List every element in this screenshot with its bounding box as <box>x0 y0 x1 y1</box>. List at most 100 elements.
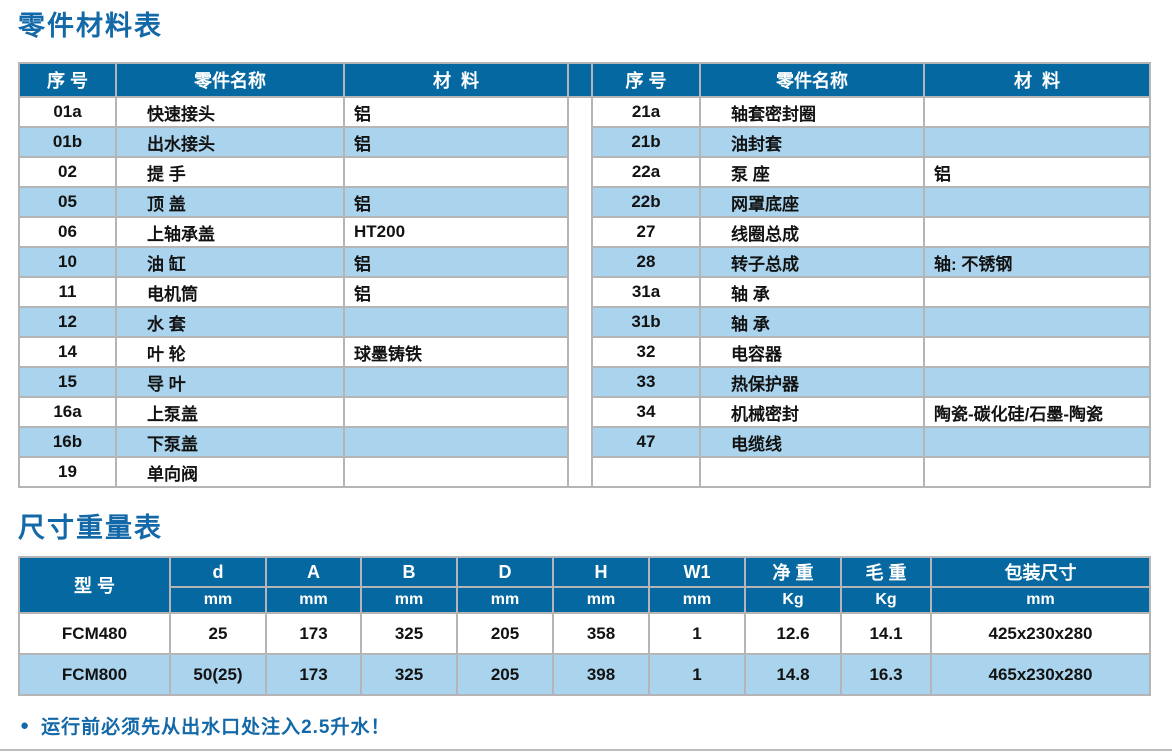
part-no: 31b <box>593 308 699 336</box>
column-header-a: A <box>267 558 360 586</box>
parts-table-title: 零件材料表 <box>18 11 163 41</box>
part-no: 33 <box>593 368 699 396</box>
part-no: 47 <box>593 428 699 456</box>
part-no: 21a <box>593 98 699 126</box>
dim-value: 50(25) <box>171 655 265 694</box>
part-material <box>925 278 1149 306</box>
part-material <box>925 188 1149 216</box>
part-no: 28 <box>593 248 699 276</box>
part-no: 27 <box>593 218 699 246</box>
part-material: 轴: 不锈钢 <box>925 248 1149 276</box>
part-material: 铝 <box>345 248 567 276</box>
part-material: 铝 <box>345 188 567 216</box>
part-material: 铝 <box>925 158 1149 186</box>
part-name <box>701 458 923 486</box>
part-no: 32 <box>593 338 699 366</box>
part-name: 线圈总成 <box>701 218 923 246</box>
part-material: HT200 <box>345 218 567 246</box>
part-material: 铝 <box>345 128 567 156</box>
part-name: 上泵盖 <box>117 398 343 426</box>
column-header-no-right: 序 号 <box>593 64 699 96</box>
part-material: 铝 <box>345 278 567 306</box>
bullet-icon: ● <box>20 717 31 734</box>
dim-value: 465x230x280 <box>932 655 1149 694</box>
dim-value: 425x230x280 <box>932 614 1149 653</box>
part-material <box>925 128 1149 156</box>
dimension-weight-table: 型 号 d A B D H W1 净 重 毛 重 包装尺寸 mm mm mm m… <box>18 556 1151 696</box>
column-header-package-size: 包装尺寸 <box>932 558 1149 586</box>
part-name: 油 缸 <box>117 248 343 276</box>
part-no: 22a <box>593 158 699 186</box>
part-name: 出水接头 <box>117 128 343 156</box>
part-name: 电机筒 <box>117 278 343 306</box>
part-no: 11 <box>20 278 115 306</box>
part-material <box>345 428 567 456</box>
part-name: 电缆线 <box>701 428 923 456</box>
unit-label: mm <box>458 588 552 612</box>
column-header-h: H <box>554 558 648 586</box>
parts-material-table: 序 号 零件名称 材 料 序 号 零件名称 材 料 01a 快速接头 铝 21a… <box>18 62 1151 488</box>
column-header-material-left: 材 料 <box>345 64 567 96</box>
part-material <box>345 458 567 486</box>
dim-value: 173 <box>267 614 360 653</box>
part-no: 06 <box>20 218 115 246</box>
part-no: 21b <box>593 128 699 156</box>
part-material <box>925 218 1149 246</box>
part-name: 快速接头 <box>117 98 343 126</box>
dim-value: 14.1 <box>842 614 930 653</box>
part-material <box>925 458 1149 486</box>
part-material <box>925 308 1149 336</box>
unit-label: mm <box>932 588 1149 612</box>
unit-label: Kg <box>746 588 840 612</box>
header-gap-spacer <box>569 64 591 96</box>
page-bottom-rule <box>0 749 1172 751</box>
column-header-model: 型 号 <box>20 558 169 612</box>
dim-value: 12.6 <box>746 614 840 653</box>
part-no: 01b <box>20 128 115 156</box>
part-no: 02 <box>20 158 115 186</box>
part-name: 机械密封 <box>701 398 923 426</box>
part-material <box>925 338 1149 366</box>
part-material <box>345 158 567 186</box>
warning-note: ● 运行前必须先从出水口处注入2.5升水！ <box>20 712 390 739</box>
part-name: 网罩底座 <box>701 188 923 216</box>
dim-value: 205 <box>458 655 552 694</box>
dim-value: 358 <box>554 614 648 653</box>
part-material <box>925 98 1149 126</box>
part-name: 水 套 <box>117 308 343 336</box>
part-material <box>925 428 1149 456</box>
part-no: 10 <box>20 248 115 276</box>
column-header-b: B <box>362 558 456 586</box>
part-no: 16a <box>20 398 115 426</box>
column-header-net-weight: 净 重 <box>746 558 840 586</box>
part-name: 上轴承盖 <box>117 218 343 246</box>
part-no <box>593 458 699 486</box>
part-no: 01a <box>20 98 115 126</box>
part-name: 油封套 <box>701 128 923 156</box>
part-name: 泵 座 <box>701 158 923 186</box>
part-no: 16b <box>20 428 115 456</box>
part-name: 电容器 <box>701 338 923 366</box>
part-name: 轴套密封圈 <box>701 98 923 126</box>
warning-note-text: 运行前必须先从出水口处注入2.5升水！ <box>41 717 391 738</box>
model-name: FCM480 <box>20 614 169 653</box>
column-header-name-left: 零件名称 <box>117 64 343 96</box>
part-no: 15 <box>20 368 115 396</box>
dimension-table-title: 尺寸重量表 <box>18 513 163 543</box>
column-header-name-right: 零件名称 <box>701 64 923 96</box>
dim-value: 25 <box>171 614 265 653</box>
part-name: 下泵盖 <box>117 428 343 456</box>
part-no: 34 <box>593 398 699 426</box>
unit-label: mm <box>171 588 265 612</box>
part-no: 05 <box>20 188 115 216</box>
part-no: 14 <box>20 338 115 366</box>
part-material: 陶瓷-碳化硅/石墨-陶瓷 <box>925 398 1149 426</box>
unit-label: Kg <box>842 588 930 612</box>
dim-value: 173 <box>267 655 360 694</box>
part-material: 球墨铸铁 <box>345 338 567 366</box>
part-material <box>345 308 567 336</box>
part-material <box>925 368 1149 396</box>
part-name: 叶 轮 <box>117 338 343 366</box>
column-header-material-right: 材 料 <box>925 64 1149 96</box>
